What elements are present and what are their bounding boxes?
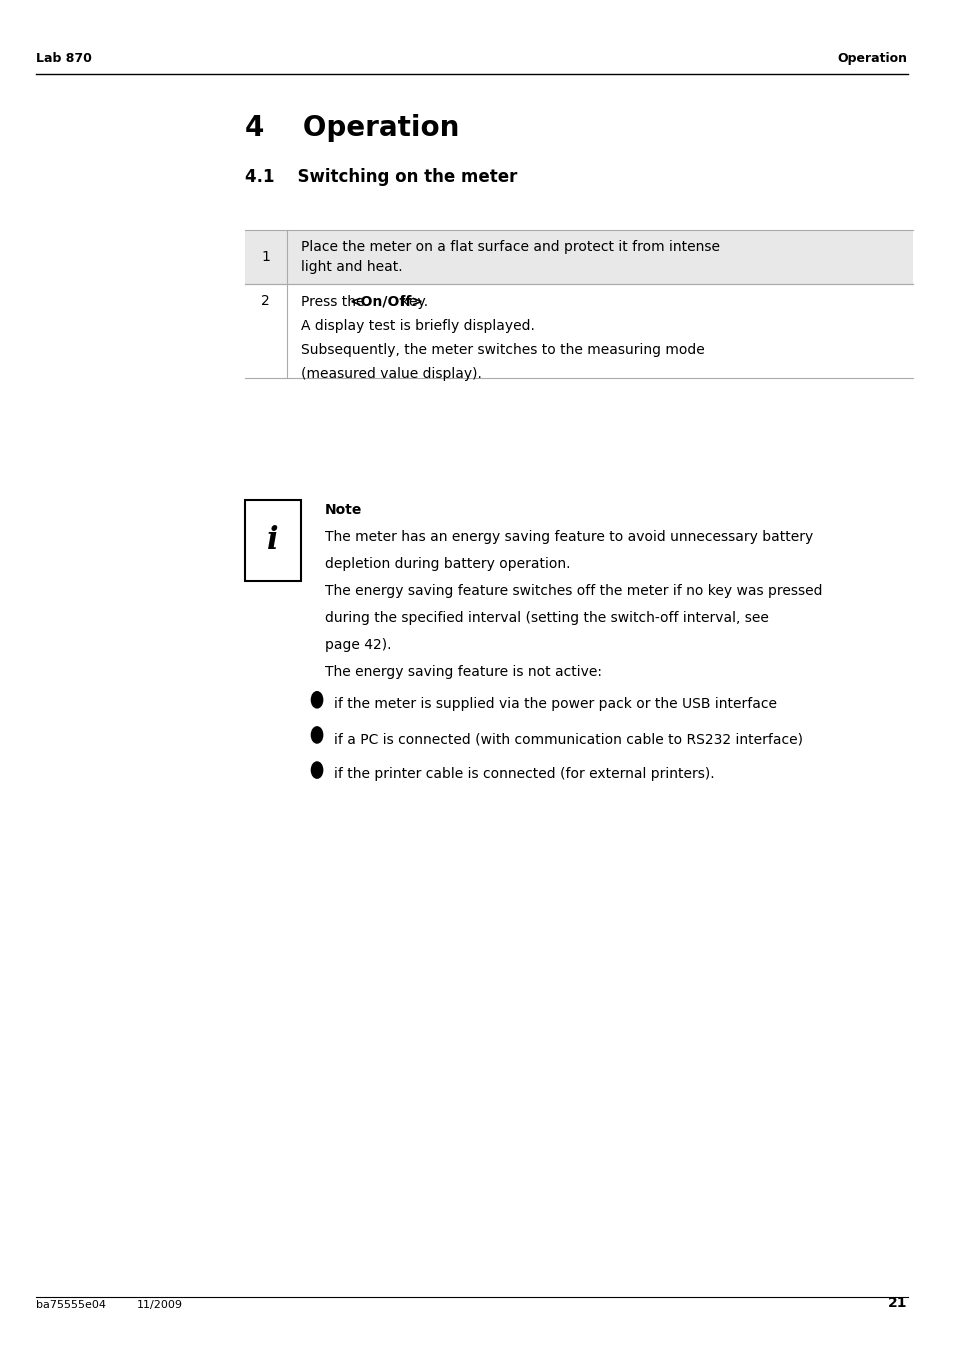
Text: depletion during battery operation.: depletion during battery operation. <box>324 557 570 570</box>
Text: page 42).: page 42). <box>324 638 391 651</box>
Text: Press the: Press the <box>301 295 369 308</box>
Text: Place the meter on a flat surface and protect it from intense
light and heat.: Place the meter on a flat surface and pr… <box>301 240 720 274</box>
Text: 2: 2 <box>261 295 270 308</box>
Text: 21: 21 <box>887 1297 907 1310</box>
Text: Note: Note <box>324 503 361 516</box>
Text: A display test is briefly displayed.: A display test is briefly displayed. <box>301 319 535 332</box>
Text: 4.1    Switching on the meter: 4.1 Switching on the meter <box>244 169 517 186</box>
Circle shape <box>311 692 322 708</box>
Text: Operation: Operation <box>837 51 907 65</box>
Text: (measured value display).: (measured value display). <box>301 367 481 381</box>
Text: if a PC is connected (with communication cable to RS232 interface): if a PC is connected (with communication… <box>334 732 802 746</box>
Circle shape <box>311 762 322 778</box>
Text: 11/2009: 11/2009 <box>136 1301 182 1310</box>
FancyBboxPatch shape <box>244 230 912 284</box>
Text: if the printer cable is connected (for external printers).: if the printer cable is connected (for e… <box>334 767 714 781</box>
Text: The energy saving feature is not active:: The energy saving feature is not active: <box>324 665 601 678</box>
Text: The energy saving feature switches off the meter if no key was pressed: The energy saving feature switches off t… <box>324 584 821 597</box>
Text: <On/Off>: <On/Off> <box>350 295 423 308</box>
Text: if the meter is supplied via the power pack or the USB interface: if the meter is supplied via the power p… <box>334 697 776 711</box>
Text: i: i <box>267 526 278 555</box>
Circle shape <box>311 727 322 743</box>
Text: 4    Operation: 4 Operation <box>244 113 458 142</box>
Text: during the specified interval (setting the switch-off interval, see: during the specified interval (setting t… <box>324 611 767 624</box>
Text: ba75555e04: ba75555e04 <box>35 1301 106 1310</box>
Text: Lab 870: Lab 870 <box>35 51 91 65</box>
Text: key.: key. <box>397 295 428 308</box>
Text: 1: 1 <box>261 250 270 263</box>
FancyBboxPatch shape <box>244 284 912 378</box>
FancyBboxPatch shape <box>244 500 301 581</box>
Text: Subsequently, the meter switches to the measuring mode: Subsequently, the meter switches to the … <box>301 343 704 357</box>
Text: The meter has an energy saving feature to avoid unnecessary battery: The meter has an energy saving feature t… <box>324 530 812 543</box>
